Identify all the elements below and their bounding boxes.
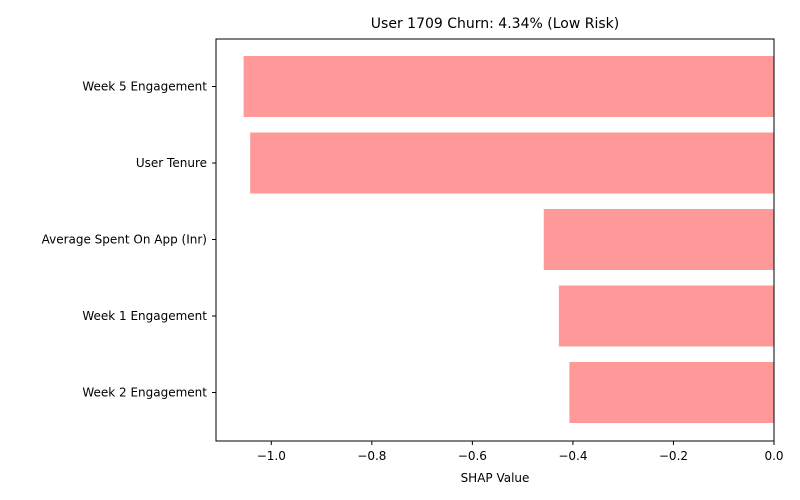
- bar-user-tenure: [250, 132, 774, 194]
- x-tick-label: −0.2: [659, 449, 688, 463]
- plot-frame: [215, 38, 775, 442]
- bar-week-2-engagement: [569, 362, 774, 423]
- bar-week-1-engagement: [558, 285, 774, 347]
- y-axis-ticks: Week 5 Engagement User Tenure Average Spen…: [42, 80, 216, 400]
- x-tick-label: −0.8: [357, 449, 386, 463]
- bar-average-spent-on-app-inr: [543, 209, 774, 270]
- chart-title: User 1709 Churn: 4.34% (Low Risk): [371, 16, 619, 32]
- x-tick-label: 0.0: [764, 449, 783, 463]
- x-tick-label: −0.4: [558, 449, 587, 463]
- x-tick-label: −0.6: [458, 449, 487, 463]
- bar-week-5-engagement: [243, 56, 774, 117]
- y-tick-label: Week 2 Engagement: [82, 386, 207, 400]
- y-tick-label: User Tenure: [136, 156, 207, 170]
- y-tick-label: Week 1 Engagement: [82, 309, 207, 323]
- x-tick-label: −1.0: [257, 449, 286, 463]
- y-tick-label: Week 5 Engagement: [82, 80, 207, 94]
- y-tick-label: Average Spent On App (Inr): [42, 233, 207, 247]
- x-axis-label: SHAP Value: [461, 471, 530, 485]
- x-axis-ticks: −1.0 −0.8 −0.6 −0.4 −0.2 0.0: [257, 441, 784, 463]
- bars-group: [243, 56, 774, 423]
